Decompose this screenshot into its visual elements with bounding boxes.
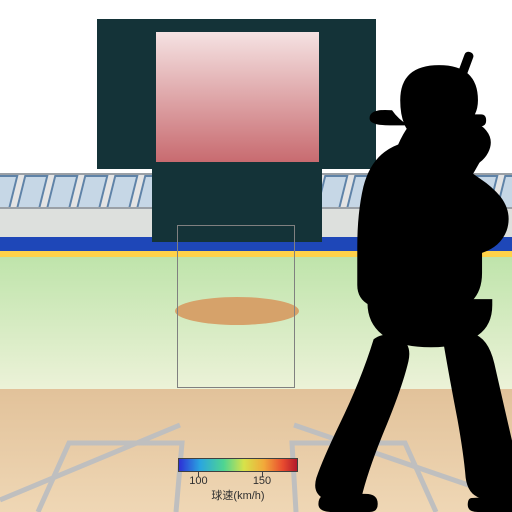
legend-tick-label: 150 [247, 475, 277, 487]
batter-silhouette [300, 40, 512, 512]
strike-zone [177, 225, 295, 388]
legend-axis-label: 球速(km/h) [178, 487, 298, 503]
legend-tick-label: 100 [183, 475, 213, 487]
speed-legend-bar [178, 458, 298, 472]
